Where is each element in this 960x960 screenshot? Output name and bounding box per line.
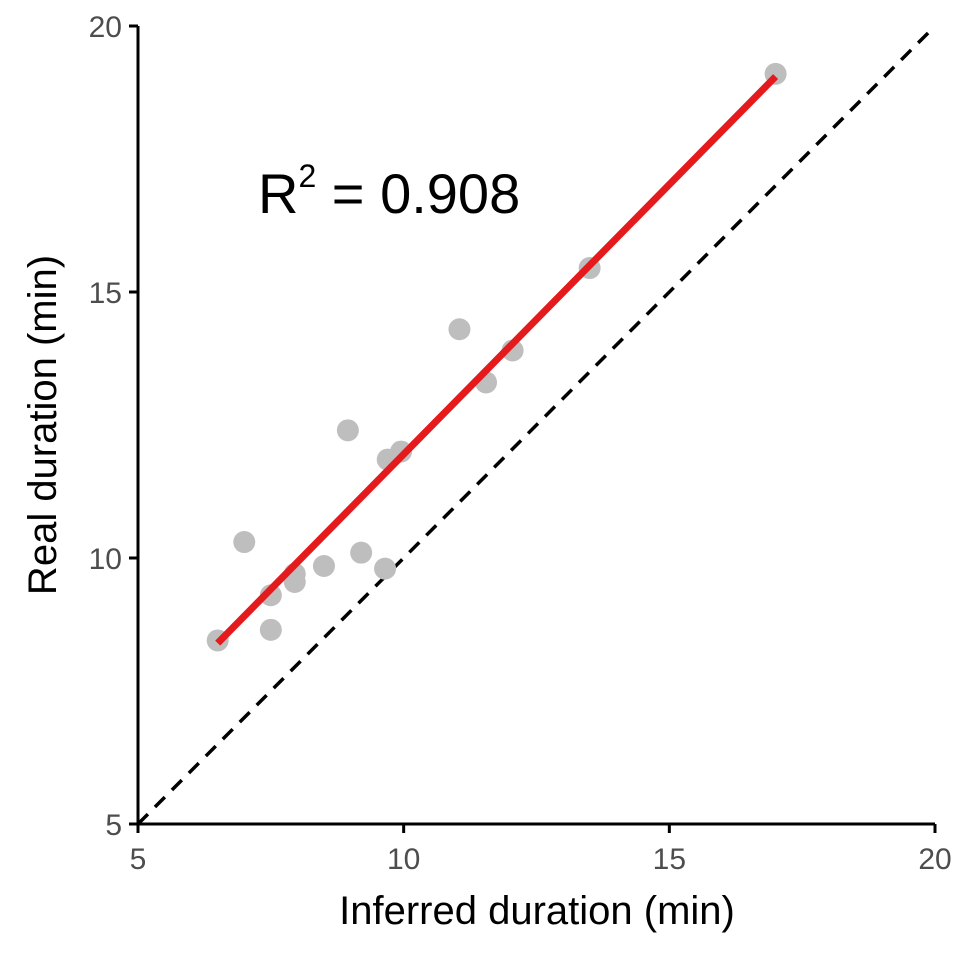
x-axis-title: Inferred duration (min)	[339, 889, 735, 933]
data-point	[448, 318, 471, 341]
reference-line	[136, 24, 937, 826]
y-tick-label: 20	[89, 11, 122, 44]
data-point	[390, 440, 413, 463]
data-point	[374, 557, 397, 580]
annotation-superscript: 2	[298, 158, 316, 194]
data-point	[259, 618, 282, 641]
points-layer	[206, 62, 787, 652]
y-tick-label: 5	[105, 809, 122, 842]
x-tick-label: 10	[387, 843, 420, 876]
y-tick-label: 10	[89, 543, 122, 576]
x-tick-label: 20	[918, 843, 951, 876]
fit-line-layer	[215, 74, 779, 646]
annotation-base: R	[258, 162, 298, 225]
data-point	[233, 531, 256, 554]
x-tick-label: 5	[130, 843, 147, 876]
data-point	[336, 419, 359, 442]
data-point	[350, 541, 373, 564]
fit-line	[215, 74, 779, 646]
x-tick-label: 15	[653, 843, 686, 876]
y-axis-title: Real duration (min)	[21, 255, 65, 595]
axes-layer	[136, 26, 935, 826]
r-squared-annotation: R2 = 0.908	[258, 158, 520, 225]
ticks-layer: 5 10 15 20 5 10 15 20	[89, 11, 952, 876]
data-point	[259, 584, 282, 607]
y-tick-label: 15	[89, 277, 122, 310]
reference-line-layer	[136, 24, 937, 826]
annotation-rest: = 0.908	[316, 162, 520, 225]
data-point	[312, 554, 335, 577]
